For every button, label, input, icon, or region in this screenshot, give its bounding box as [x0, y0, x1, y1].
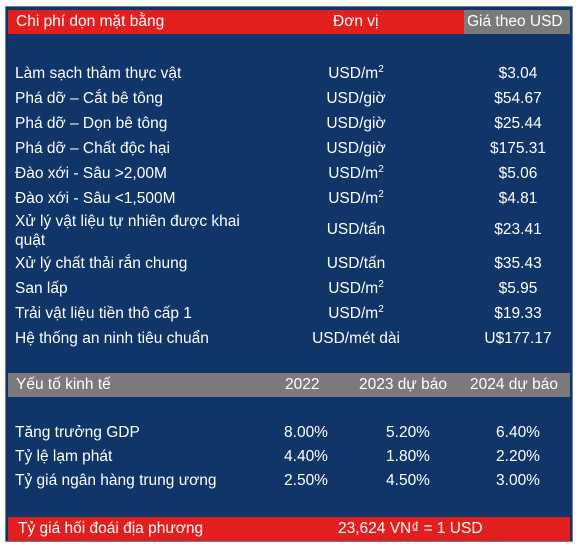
cost-unit-text: USD/m — [328, 190, 379, 207]
economic-value-2022: 8.00% — [284, 424, 328, 441]
cost-unit-text: USD/m — [328, 305, 379, 322]
cost-unit: USD/m2 — [286, 63, 426, 83]
cost-price: $35.43 — [494, 255, 542, 272]
cost-unit: USD/mét dài — [286, 330, 426, 348]
cost-unit-exponent: 2 — [378, 63, 384, 75]
economic-item: Tỷ giá ngân hàng trung ương — [15, 472, 217, 489]
cost-item: Xử lý chất thải rắn chung — [15, 255, 188, 272]
cost-unit-text: USD/m — [328, 280, 379, 297]
cost-unit-exponent: 2 — [378, 278, 384, 290]
economic-value-2024: 3.00% — [496, 472, 540, 489]
cost-price: $25.44 — [494, 115, 542, 132]
cost-unit: USD/giờ — [286, 115, 426, 133]
cost-row: Trải vật liệu tiền thô cấp 1 USD/m2 $19.33 — [6, 302, 572, 326]
cost-unit-text: USD/tấn — [326, 221, 386, 238]
economic-value-2023: 1.80% — [386, 448, 430, 465]
footer-label: Tỷ giá hối đoái địa phương — [18, 520, 204, 537]
cost-price: $175.31 — [489, 140, 547, 157]
economic-row: Tăng trưởng GDP 8.00% 5.20% 6.40% — [6, 421, 572, 445]
cost-price: U$177.17 — [484, 330, 552, 347]
cost-unit-exponent: 2 — [378, 163, 384, 175]
economic-row: Tỷ giá ngân hàng trung ương 2.50% 4.50% 3.0… — [6, 469, 572, 493]
cost-row: Đào xới - Sâu >2,00M USD/m2 $5.06 — [6, 162, 572, 186]
cost-row: Hệ thống an ninh tiêu chuẩn USD/mét dài U$… — [6, 327, 572, 351]
cost-row: Xử lý chất thải rắn chung USD/tấn $35.43 — [6, 252, 572, 276]
economic-table-header: Yếu tố kinh tế 2022 2023 dự báo 2024 dự … — [6, 373, 572, 397]
cost-unit: USD/m2 — [286, 163, 426, 183]
exchange-rate-footer: Tỷ giá hối đoái địa phương 23,624 VN₫ = … — [6, 517, 572, 541]
cost-row: Phá dỡ – Chất độc hại USD/giờ $175.31 — [6, 137, 572, 161]
economic-header-2024: 2024 dự báo — [470, 376, 558, 393]
cost-table-header: Chi phí dọn mặt bằng Đơn vị Giá theo USD — [6, 10, 572, 34]
header-price: Giá theo USD — [467, 13, 563, 30]
cost-item: San lấp — [15, 280, 68, 297]
cost-unit-text: USD/m — [328, 65, 379, 82]
economic-header-2023: 2023 dự báo — [359, 376, 447, 393]
cost-unit: USD/m2 — [286, 303, 426, 323]
cost-price: $5.95 — [498, 280, 538, 297]
economic-header-2022: 2022 — [285, 376, 320, 393]
footer-value: 23,624 VN₫ = 1 USD — [338, 520, 483, 537]
cost-item: Phá dỡ – Cắt bê tông — [15, 90, 164, 107]
cost-unit-text: USD/giờ — [326, 90, 386, 107]
economic-value-2022: 4.40% — [284, 448, 328, 465]
cost-unit: USD/tấn — [286, 255, 426, 273]
cost-row: Làm sạch thảm thực vật USD/m2 $3.04 — [6, 62, 572, 86]
economic-value-2022: 2.50% — [284, 472, 328, 489]
economic-value-2024: 6.40% — [496, 424, 540, 441]
header-unit: Đơn vị — [333, 13, 379, 30]
cost-unit: USD/tấn — [286, 221, 426, 239]
cost-unit: USD/giờ — [286, 90, 426, 108]
cost-unit-text: USD/mét dài — [312, 330, 400, 347]
footer-red-band — [8, 517, 570, 541]
economic-header-item: Yếu tố kinh tế — [16, 376, 111, 393]
economic-item: Tăng trưởng GDP — [15, 424, 140, 441]
economic-value-2024: 2.20% — [496, 448, 540, 465]
cost-row: Phá dỡ – Cắt bê tông USD/giờ $54.67 — [6, 87, 572, 111]
header-gray-band — [464, 10, 570, 34]
cost-unit-text: USD/tấn — [326, 255, 386, 272]
cost-unit: USD/giờ — [286, 140, 426, 158]
cost-row: Đào xới - Sâu <1,500M USD/m2 $4.81 — [6, 187, 572, 211]
cost-item: Hệ thống an ninh tiêu chuẩn — [15, 330, 209, 347]
cost-table-panel: Chi phí dọn mặt bằng Đơn vị Giá theo USD… — [5, 6, 573, 542]
cost-row: San lấp USD/m2 $5.95 — [6, 277, 572, 301]
cost-unit-text: USD/m — [328, 165, 379, 182]
cost-price: $54.67 — [494, 90, 542, 107]
cost-price: $5.06 — [498, 165, 538, 182]
cost-item: Xử lý vật liệu tự nhiên được khai quật — [15, 213, 240, 249]
cost-price: $4.81 — [498, 190, 538, 207]
cost-unit-exponent: 2 — [378, 303, 384, 315]
economic-row: Tỷ lệ lạm phát 4.40% 1.80% 2.20% — [6, 445, 572, 469]
cost-row: Phá dỡ – Dọn bê tông USD/giờ $25.44 — [6, 112, 572, 136]
cost-price: $3.04 — [498, 65, 538, 82]
cost-unit-text: USD/giờ — [326, 140, 386, 157]
economic-value-2023: 5.20% — [386, 424, 430, 441]
cost-item: Trải vật liệu tiền thô cấp 1 — [15, 305, 192, 322]
cost-item: Làm sạch thảm thực vật — [15, 65, 182, 82]
cost-unit: USD/m2 — [286, 278, 426, 298]
cost-price: $23.41 — [494, 221, 542, 238]
economic-header-band — [8, 373, 570, 397]
header-item: Chi phí dọn mặt bằng — [16, 13, 165, 30]
cost-price: $19.33 — [494, 305, 542, 322]
economic-item: Tỷ lệ lạm phát — [15, 448, 113, 465]
header-red-band — [8, 10, 464, 34]
cost-item: Phá dỡ – Chất độc hại — [15, 140, 170, 157]
cost-item: Phá dỡ – Dọn bê tông — [15, 115, 168, 132]
cost-unit-text: USD/giờ — [326, 115, 386, 132]
cost-unit: USD/m2 — [286, 188, 426, 208]
cost-row: Xử lý vật liệu tự nhiên được khai quật US… — [6, 212, 572, 250]
cost-unit-exponent: 2 — [378, 188, 384, 200]
cost-item: Đào xới - Sâu >2,00M — [15, 165, 167, 182]
cost-item: Đào xới - Sâu <1,500M — [15, 190, 176, 207]
economic-value-2023: 4.50% — [386, 472, 430, 489]
